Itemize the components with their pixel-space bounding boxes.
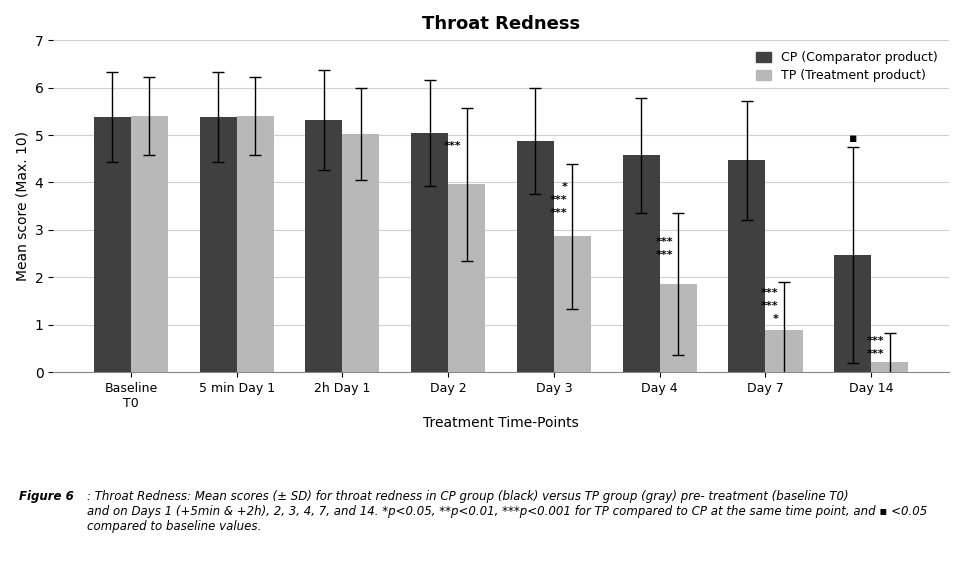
Text: ***: *** (656, 250, 673, 260)
Bar (94, 117, 131, 372)
X-axis label: Treatment Time-Points: Treatment Time-Points (423, 416, 579, 430)
Text: : Throat Redness: Mean scores (± SD) for throat redness in CP group (black) vers: : Throat Redness: Mean scores (± SD) for… (87, 490, 927, 533)
Text: ▪: ▪ (848, 132, 857, 145)
Text: Figure 6: Figure 6 (19, 490, 74, 503)
Bar (131, 116, 168, 372)
Text: ***: *** (549, 195, 567, 205)
Bar (765, 329, 802, 372)
Bar (412, 133, 448, 372)
Title: Throat Redness: Throat Redness (422, 15, 580, 33)
Bar (554, 236, 591, 372)
Text: ***: *** (443, 141, 462, 151)
Text: *: * (773, 314, 779, 324)
Bar (448, 184, 485, 372)
Bar (517, 141, 554, 372)
Text: ***: *** (867, 336, 885, 346)
Bar (306, 120, 342, 372)
Bar (200, 117, 236, 372)
Bar (659, 284, 697, 372)
Bar (729, 160, 765, 372)
Text: ***: *** (549, 208, 567, 218)
Text: ***: *** (656, 237, 673, 247)
Bar (871, 362, 908, 372)
Text: ***: *** (867, 349, 885, 359)
Bar (342, 134, 380, 372)
Text: ***: *** (762, 288, 779, 298)
Text: *: * (561, 181, 567, 192)
Bar (623, 156, 659, 372)
Y-axis label: Mean score (Max. 10): Mean score (Max. 10) (15, 131, 29, 281)
Legend: CP (Comparator product), TP (Treatment product): CP (Comparator product), TP (Treatment p… (751, 46, 943, 87)
Bar (834, 255, 871, 372)
Text: ***: *** (762, 301, 779, 311)
Bar (236, 116, 274, 372)
